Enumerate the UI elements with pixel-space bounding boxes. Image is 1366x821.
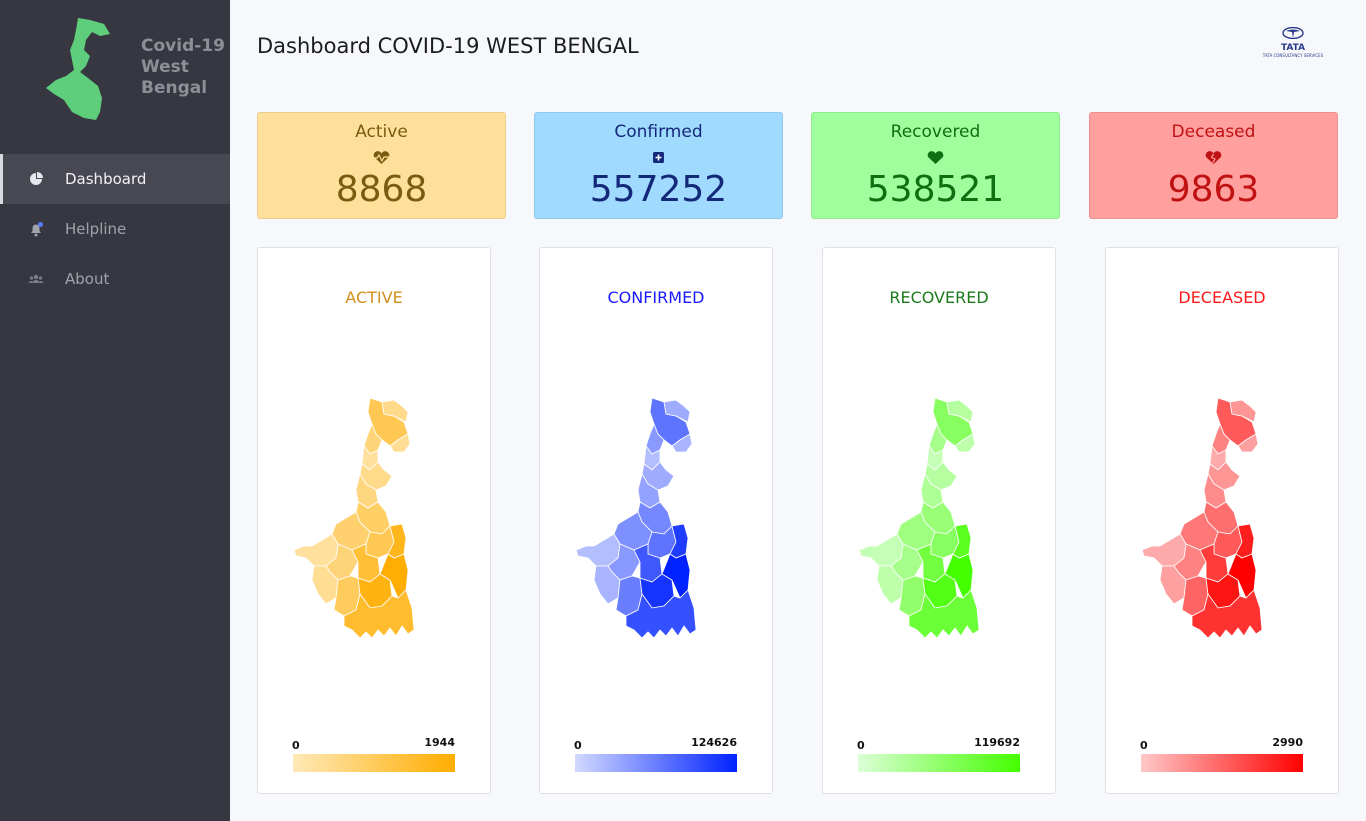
map-title: CONFIRMED: [607, 288, 705, 307]
legend-gradient-bar: [293, 754, 455, 772]
stat-value: 538521: [866, 169, 1005, 210]
stat-label: Active: [355, 122, 408, 142]
plus-square-icon: [653, 152, 664, 163]
district-choropleth-map[interactable]: [568, 394, 728, 642]
legend-max: 124626: [691, 736, 737, 749]
tcs-logo: TATA TATA CONSULTANCY SERVICES: [1253, 24, 1333, 64]
district-choropleth-map[interactable]: [851, 394, 1011, 642]
tata-logo-icon: [1282, 26, 1304, 40]
sidebar-item-label: Dashboard: [65, 170, 147, 188]
district-choropleth-map[interactable]: [1134, 394, 1294, 642]
district-region[interactable]: [1237, 433, 1259, 453]
legend-max: 1944: [424, 736, 455, 749]
stat-value: 8868: [335, 169, 428, 210]
district-region[interactable]: [908, 589, 980, 639]
district-region[interactable]: [1227, 553, 1257, 599]
stat-card-confirmed: Confirmed 557252: [534, 112, 783, 219]
legend-gradient-bar: [858, 754, 1020, 772]
brand-title: Covid-19 West Bengal: [141, 36, 225, 98]
stat-card-deceased: Deceased 9863: [1089, 112, 1338, 219]
stat-card-active: Active 8868: [257, 112, 506, 219]
district-region[interactable]: [944, 553, 974, 599]
district-choropleth-map[interactable]: [286, 394, 446, 642]
legend-gradient-bar: [575, 754, 737, 772]
page-title: Dashboard COVID-19 WEST BENGAL: [257, 34, 639, 58]
legend-min: 0: [1140, 739, 1148, 752]
legend-max: 119692: [974, 736, 1020, 749]
legend-min: 0: [857, 739, 865, 752]
district-region[interactable]: [661, 553, 691, 599]
brand[interactable]: Covid-19 West Bengal: [0, 0, 230, 154]
district-region[interactable]: [343, 589, 415, 639]
west-bengal-map-icon: [46, 18, 110, 120]
logo-subtitle: TATA CONSULTANCY SERVICES: [1262, 53, 1324, 58]
district-region[interactable]: [1191, 589, 1263, 639]
district-region[interactable]: [663, 399, 691, 423]
legend-gradient-bar: [1141, 754, 1303, 772]
district-region[interactable]: [946, 399, 974, 423]
heart-icon: [927, 151, 944, 164]
district-region[interactable]: [625, 589, 697, 639]
sidebar-item-label: About: [65, 270, 110, 288]
legend-min: 0: [292, 739, 300, 752]
broken-heart-icon: [1205, 151, 1222, 164]
district-region[interactable]: [381, 399, 409, 423]
map-card-confirmed: CONFIRMED 0 124626: [539, 247, 773, 794]
district-region[interactable]: [954, 433, 976, 453]
legend-max: 2990: [1272, 736, 1303, 749]
sidebar-nav: Dashboard Helpline About: [0, 154, 230, 304]
sidebar: Covid-19 West Bengal Dashboard Helpline: [0, 0, 230, 821]
map-title: RECOVERED: [889, 288, 989, 307]
district-region[interactable]: [379, 553, 409, 599]
stat-label: Deceased: [1171, 122, 1256, 142]
map-title: DECEASED: [1178, 288, 1266, 307]
map-card-deceased: DECEASED 0 2990: [1105, 247, 1339, 794]
map-card-recovered: RECOVERED 0 119692: [822, 247, 1056, 794]
stat-label: Confirmed: [614, 122, 703, 142]
district-region[interactable]: [389, 433, 411, 453]
bell-icon: [31, 222, 43, 237]
stat-value: 557252: [589, 169, 728, 210]
sidebar-item-dashboard[interactable]: Dashboard: [0, 154, 230, 204]
sidebar-item-label: Helpline: [65, 220, 127, 238]
district-region[interactable]: [1229, 399, 1257, 423]
pie-chart-icon: [30, 172, 43, 185]
stat-card-recovered: Recovered 538521: [811, 112, 1060, 219]
legend-min: 0: [574, 739, 582, 752]
heartbeat-icon: [373, 151, 390, 164]
stat-label: Recovered: [890, 122, 981, 142]
map-title: ACTIVE: [345, 288, 403, 307]
logo-name: TATA: [1280, 43, 1306, 53]
sidebar-item-helpline[interactable]: Helpline: [0, 204, 230, 254]
stat-value: 9863: [1167, 169, 1260, 210]
map-card-active: ACTIVE 0 1944: [257, 247, 491, 794]
district-region[interactable]: [671, 433, 693, 453]
sidebar-item-about[interactable]: About: [0, 254, 230, 304]
users-icon: [28, 274, 44, 283]
